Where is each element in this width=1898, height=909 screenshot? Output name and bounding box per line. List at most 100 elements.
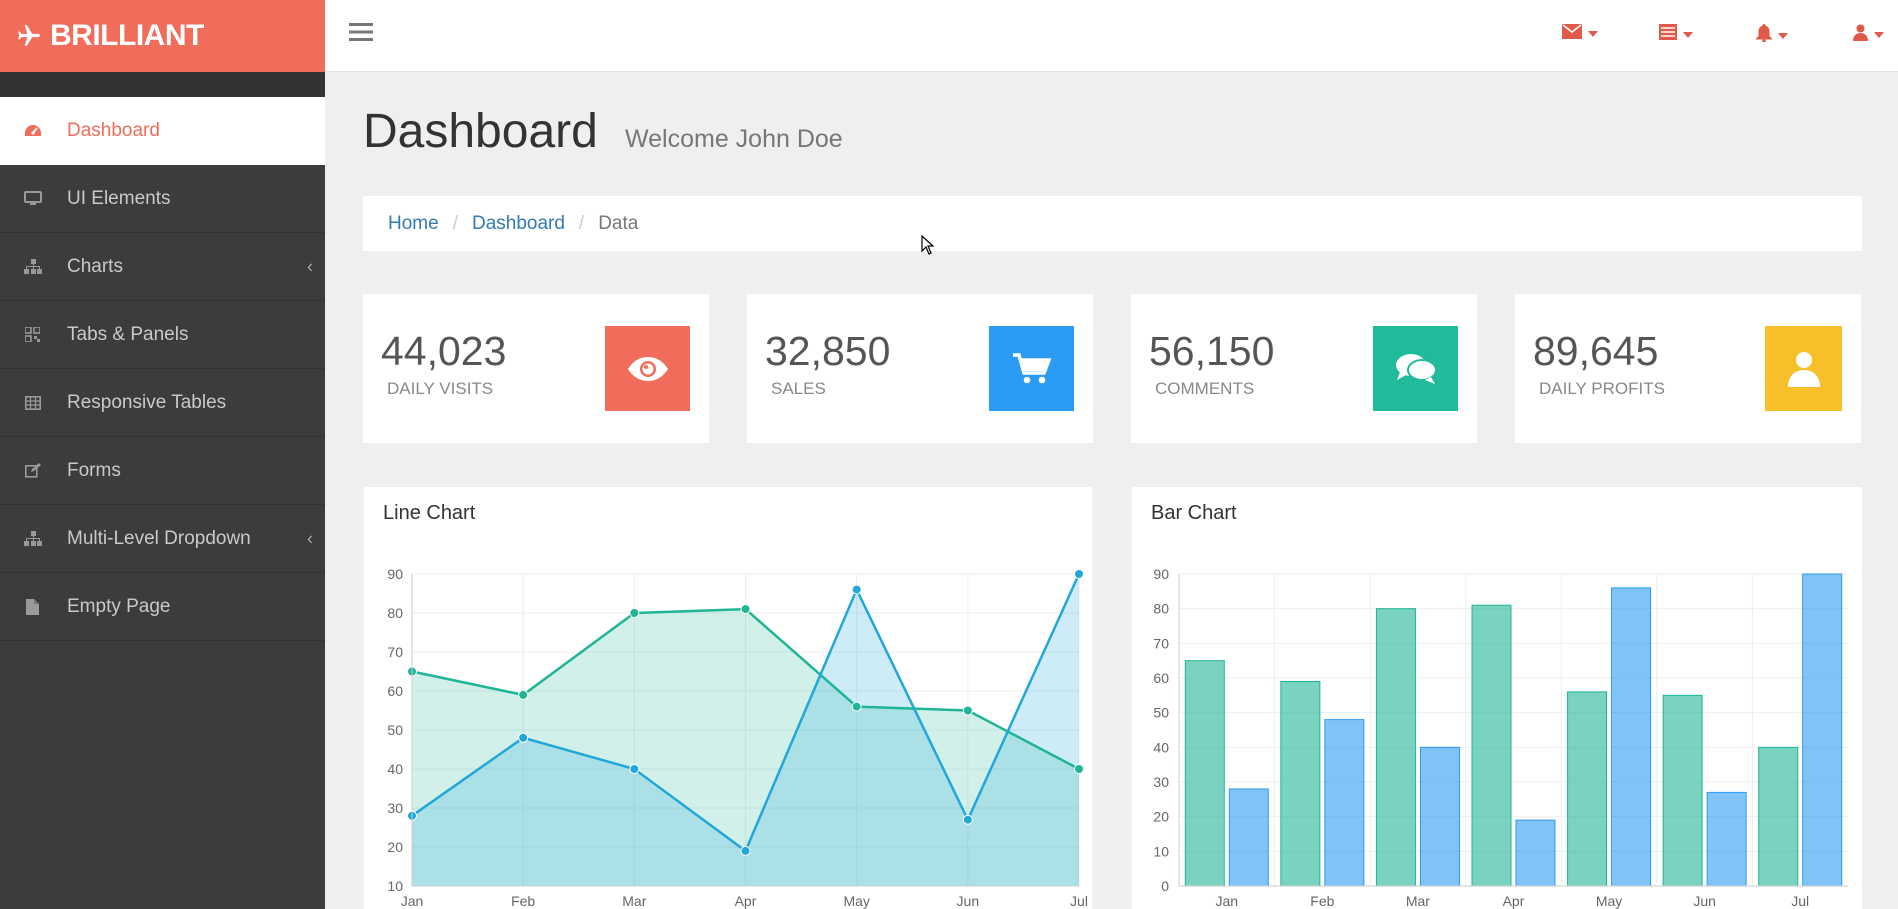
sidebar-item-label: Forms	[67, 459, 121, 481]
sidebar-item-multi-level-dropdown[interactable]: Multi-Level Dropdown ‹	[0, 505, 325, 573]
breadcrumb-separator: /	[578, 212, 585, 234]
bar-chart-panel: Bar Chart 0 10 20 30 40 50 60 70 80 90 Jan Feb Mar Ap…	[1132, 487, 1862, 909]
caret-down-icon	[1778, 32, 1788, 39]
x-tick-label: Jan	[1215, 893, 1238, 909]
caret-down-icon	[1588, 31, 1598, 37]
y-tick-label: 70	[1153, 635, 1169, 651]
y-tick-label: 10	[1153, 843, 1169, 859]
stat-card-sales: 32,850 SALES	[747, 294, 1093, 443]
stat-card-daily-profits: 89,645 DAILY PROFITS	[1515, 294, 1861, 443]
tasks-dropdown[interactable]	[1659, 24, 1693, 45]
data-point	[629, 764, 640, 774]
sidebar-item-tabs-panels[interactable]: Tabs & Panels	[0, 301, 325, 369]
breadcrumb-dashboard[interactable]: Dashboard	[471, 212, 565, 234]
panel-title: Bar Chart	[1151, 502, 1237, 524]
sidebar-item-empty-page[interactable]: Empty Page	[0, 573, 325, 641]
bell-icon	[1756, 23, 1772, 47]
data-point	[962, 705, 973, 716]
sidebar-item-label: Charts	[67, 255, 123, 277]
y-tick-label: 0	[1161, 878, 1169, 894]
x-tick-label: Mar	[622, 893, 646, 909]
page-title: Dashboard	[363, 105, 598, 158]
sidebar-top-strip	[0, 72, 325, 97]
y-tick-label: 70	[387, 644, 403, 660]
line-chart-panel: Line Chart 10 20 30 40 50 60 70 80 90 Jan Feb Mar Ap…	[364, 487, 1092, 909]
messages-dropdown[interactable]	[1562, 24, 1598, 44]
y-tick-label: 90	[387, 566, 403, 582]
x-tick-label: Apr	[735, 893, 757, 909]
bar	[1280, 680, 1321, 887]
y-tick-label: 60	[1153, 670, 1169, 686]
sidebar-item-label: Multi-Level Dropdown	[67, 527, 251, 549]
alerts-dropdown[interactable]	[1756, 23, 1788, 47]
bar	[1802, 573, 1843, 887]
user-icon	[1853, 24, 1868, 46]
x-tick-label: Jun	[957, 893, 980, 909]
dashboard-icon	[0, 124, 67, 138]
x-tick-label: Jul	[1791, 893, 1809, 909]
envelope-icon	[1562, 24, 1582, 44]
bar	[1662, 694, 1703, 887]
data-point	[851, 584, 862, 595]
bar	[1706, 791, 1747, 887]
tasks-icon	[1659, 24, 1677, 45]
sidebar-item-label: Empty Page	[67, 595, 171, 617]
series-area	[412, 609, 1079, 886]
sidebar-item-charts[interactable]: Charts ‹	[0, 233, 325, 301]
y-tick-label: 10	[387, 878, 403, 894]
data-point	[740, 845, 751, 856]
x-tick-label: Jan	[401, 893, 424, 909]
data-point	[629, 608, 640, 618]
table-icon	[0, 395, 67, 410]
x-tick-label: Mar	[1406, 893, 1430, 909]
y-tick-label: 30	[1153, 774, 1169, 790]
breadcrumb-home[interactable]: Home	[388, 212, 439, 234]
bar	[1567, 691, 1608, 887]
stat-card-comments: 56,150 COMMENTS	[1131, 294, 1477, 443]
stat-value: 32,850	[765, 328, 891, 374]
y-tick-label: 20	[387, 839, 403, 855]
bar	[1324, 719, 1365, 887]
data-point	[518, 732, 529, 743]
brand-logo[interactable]: BRILLIANT	[0, 0, 325, 72]
line-chart: 10 20 30 40 50 60 70 80 90 Jan Feb Mar Apr May Jun Jul	[387, 566, 1088, 909]
user-dropdown[interactable]	[1853, 24, 1884, 46]
sidebar: Dashboard UI Elements Charts ‹ Tabs & Pa…	[0, 72, 325, 909]
sidebar-item-label: Tabs & Panels	[67, 323, 189, 345]
bar	[1611, 587, 1652, 887]
y-tick-label: 60	[387, 683, 403, 699]
stat-value: 56,150	[1149, 328, 1275, 374]
y-tick-label: 30	[387, 800, 403, 816]
eye-icon	[605, 326, 690, 411]
y-tick-label: 40	[1153, 739, 1169, 755]
file-icon	[0, 598, 67, 615]
data-point	[851, 701, 862, 712]
user-icon	[1765, 326, 1842, 411]
sidebar-item-responsive-tables[interactable]: Responsive Tables	[0, 369, 325, 437]
data-point	[1074, 569, 1084, 579]
series-area	[412, 574, 1079, 886]
x-tick-label: Jul	[1070, 893, 1088, 909]
stat-label: COMMENTS	[1155, 379, 1255, 398]
x-tick-label: May	[843, 893, 869, 909]
sidebar-item-ui-elements[interactable]: UI Elements	[0, 165, 325, 233]
sidebar-item-forms[interactable]: Forms	[0, 437, 325, 505]
y-tick-label: 80	[1153, 601, 1169, 617]
y-tick-label: 80	[387, 605, 403, 621]
sidebar-item-label: UI Elements	[67, 187, 171, 209]
caret-down-icon	[1874, 32, 1884, 38]
stat-label: SALES	[771, 379, 826, 398]
brand-name: BRILLIANT	[50, 19, 204, 52]
sidebar-item-dashboard[interactable]: Dashboard	[0, 97, 325, 165]
bar-chart: 0 10 20 30 40 50 60 70 80 90 Jan Feb Mar Apr May Jun Jul	[1153, 566, 1848, 909]
menu-toggle-icon[interactable]	[349, 22, 373, 47]
stat-label: DAILY VISITS	[387, 379, 494, 398]
stat-value: 44,023	[381, 328, 507, 374]
x-tick-label: Jun	[1693, 893, 1716, 909]
edit-icon	[0, 463, 67, 478]
y-tick-label: 50	[1153, 705, 1169, 721]
qrcode-icon	[0, 327, 67, 342]
stat-label: DAILY PROFITS	[1539, 379, 1665, 398]
stat-card-daily-visits: 44,023 DAILY VISITS	[363, 294, 709, 443]
data-point	[518, 689, 529, 700]
